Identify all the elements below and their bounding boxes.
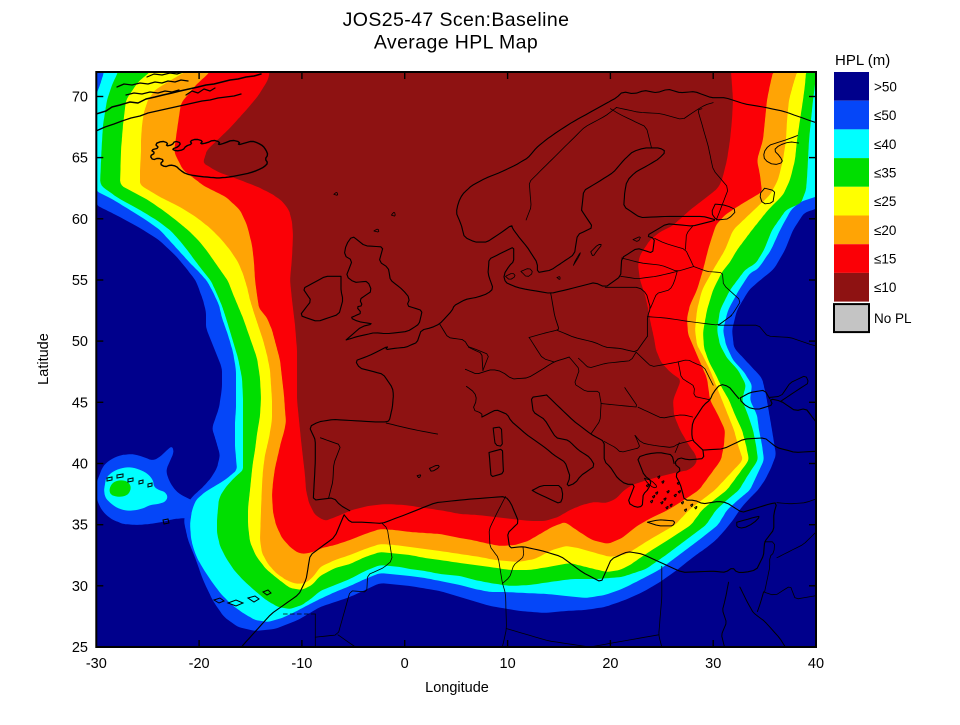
svg-text:35: 35 bbox=[72, 518, 88, 534]
svg-text:55: 55 bbox=[72, 273, 88, 289]
svg-text:45: 45 bbox=[72, 395, 88, 411]
svg-text:60: 60 bbox=[72, 212, 88, 228]
svg-text:20: 20 bbox=[602, 656, 618, 672]
svg-text:10: 10 bbox=[500, 656, 516, 672]
svg-text:≤20: ≤20 bbox=[874, 223, 896, 238]
svg-text:-10: -10 bbox=[291, 656, 312, 672]
svg-text:-20: -20 bbox=[189, 656, 210, 672]
svg-text:-30: -30 bbox=[86, 656, 107, 672]
svg-text:≤35: ≤35 bbox=[874, 165, 896, 180]
svg-text:50: 50 bbox=[72, 334, 88, 350]
svg-text:>50: >50 bbox=[874, 79, 897, 94]
svg-text:≤10: ≤10 bbox=[874, 280, 896, 295]
svg-text:30: 30 bbox=[72, 579, 88, 595]
svg-text:40: 40 bbox=[808, 656, 824, 672]
svg-text:No PL: No PL bbox=[874, 311, 912, 326]
svg-text:65: 65 bbox=[72, 151, 88, 167]
svg-text:70: 70 bbox=[72, 90, 88, 106]
svg-text:Average HPL Map: Average HPL Map bbox=[374, 32, 538, 54]
svg-text:Latitude: Latitude bbox=[36, 333, 52, 385]
svg-text:25: 25 bbox=[72, 640, 88, 656]
svg-text:0: 0 bbox=[401, 656, 409, 672]
svg-text:≤50: ≤50 bbox=[874, 108, 896, 123]
svg-text:≤25: ≤25 bbox=[874, 194, 896, 209]
svg-text:40: 40 bbox=[72, 457, 88, 473]
svg-text:≤15: ≤15 bbox=[874, 252, 896, 267]
svg-text:Longitude: Longitude bbox=[425, 680, 489, 696]
svg-text:HPL (m): HPL (m) bbox=[835, 52, 890, 69]
svg-text:≤40: ≤40 bbox=[874, 137, 896, 152]
svg-text:JOS25-47 Scen:Baseline: JOS25-47 Scen:Baseline bbox=[343, 9, 570, 31]
svg-text:30: 30 bbox=[705, 656, 721, 672]
